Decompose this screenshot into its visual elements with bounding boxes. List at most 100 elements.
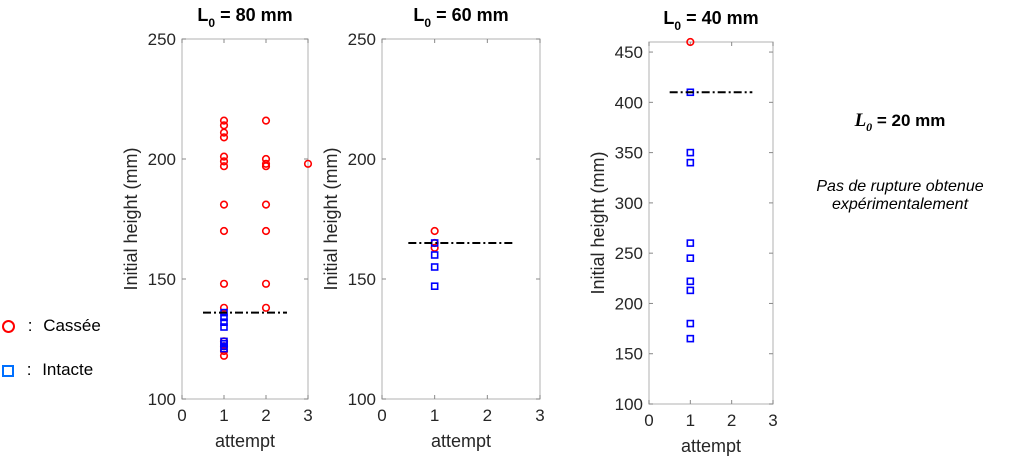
x-tick-label: 3 xyxy=(303,406,312,425)
intact-point xyxy=(430,251,439,259)
intact-point xyxy=(220,313,228,322)
x-tick-label: 2 xyxy=(727,411,736,430)
y-tick-label: 250 xyxy=(615,244,643,263)
broken-point xyxy=(219,351,229,360)
axes-box xyxy=(381,38,541,400)
broken-point xyxy=(261,303,271,312)
side-note-text: Pas de rupture obtenue expérimentalement xyxy=(790,178,1010,214)
broken-point xyxy=(219,128,229,137)
intact-point xyxy=(686,158,695,167)
intact-point xyxy=(686,148,695,157)
chart-title: L0 = 40 mm xyxy=(663,8,758,33)
chart-title-main: L xyxy=(197,5,208,25)
y-tick-label: 250 xyxy=(348,30,376,49)
chart-1: 0 1 2 3 100 150 200 250 attempt Initial height (m… xyxy=(121,5,313,451)
side-note-line2: expérimentalement xyxy=(831,196,969,213)
chart-3: 0 1 2 3 100 150 200 250 300 350 400 450 attempt Initi… xyxy=(588,8,778,456)
side-note-title-rest: = 20 mm xyxy=(872,111,946,130)
broken-point xyxy=(219,279,229,288)
broken-point xyxy=(219,162,229,171)
side-note-title: L0 = 20 mm xyxy=(800,110,1000,135)
square-marker-icon xyxy=(2,364,14,377)
broken-point xyxy=(219,303,229,312)
y-tick-label: 100 xyxy=(348,390,376,409)
side-note-title-main: L xyxy=(854,110,867,131)
y-axis-label: Initial height (mm) xyxy=(321,147,341,290)
legend-item-broken: : Cassée xyxy=(2,316,101,336)
intact-point xyxy=(686,239,695,247)
x-tick-label: 0 xyxy=(177,406,186,425)
x-axis-label: attempt xyxy=(431,431,491,451)
intact-point xyxy=(686,286,695,295)
intact-point xyxy=(430,282,439,291)
intact-point xyxy=(220,318,228,327)
chart-title: L0 = 80 mm xyxy=(197,5,292,30)
chart-title-sub: 0 xyxy=(424,16,431,30)
x-axis-label: attempt xyxy=(681,436,741,456)
x-tick-label: 2 xyxy=(261,406,270,425)
broken-point xyxy=(261,162,271,171)
x-tick-label: 3 xyxy=(768,411,777,430)
legend-separator: : xyxy=(27,316,33,335)
legend-label-intact: Intacte xyxy=(42,360,94,379)
y-tick-label: 150 xyxy=(348,270,376,289)
y-tick-label: 200 xyxy=(148,150,176,169)
side-note-title-sub: 0 xyxy=(866,119,873,134)
broken-point xyxy=(219,226,229,236)
broken-point xyxy=(303,159,313,168)
broken-point xyxy=(219,133,229,142)
chart-title-rest: = 40 mm xyxy=(681,8,759,28)
broken-point xyxy=(261,226,271,236)
broken-point xyxy=(261,279,271,288)
broken-point xyxy=(430,226,439,236)
legend-item-intact: : Intacte xyxy=(2,360,93,380)
chart-title-main: L xyxy=(413,5,424,25)
legend-separator: : xyxy=(26,360,32,379)
y-tick-label: 450 xyxy=(615,43,643,62)
circle-marker-icon xyxy=(2,320,15,334)
intact-point xyxy=(686,254,695,262)
broken-point xyxy=(686,37,695,47)
x-tick-label: 0 xyxy=(377,406,386,425)
y-tick-label: 300 xyxy=(615,194,643,213)
x-tick-label: 0 xyxy=(644,411,653,430)
broken-point xyxy=(219,157,229,166)
y-axis-label: Initial height (mm) xyxy=(588,151,608,294)
x-axis-label: attempt xyxy=(215,431,275,451)
axes-box xyxy=(648,41,774,405)
intact-point xyxy=(430,263,439,271)
x-tick-label: 1 xyxy=(219,406,228,425)
y-tick-label: 200 xyxy=(348,150,376,169)
chart-title-sub: 0 xyxy=(208,16,215,30)
y-tick-label: 400 xyxy=(615,93,643,112)
chart-title-rest: = 80 mm xyxy=(215,5,293,25)
y-tick-label: 350 xyxy=(615,144,643,163)
y-axis-label: Initial height (mm) xyxy=(121,147,141,290)
axes-box xyxy=(181,38,309,400)
chart-title: L0 = 60 mm xyxy=(413,5,508,30)
chart-title-rest: = 60 mm xyxy=(431,5,509,25)
broken-point xyxy=(219,152,229,161)
intact-point xyxy=(220,344,228,353)
side-note-line1: Pas de rupture obtenue xyxy=(816,178,984,195)
y-tick-label: 150 xyxy=(148,270,176,289)
chart-title-sub: 0 xyxy=(674,19,681,33)
x-tick-label: 3 xyxy=(535,406,544,425)
chart-title-main: L xyxy=(663,8,674,28)
broken-point xyxy=(430,243,439,252)
y-tick-label: 200 xyxy=(615,294,643,313)
broken-point xyxy=(261,200,271,209)
broken-point xyxy=(219,200,229,209)
x-tick-label: 2 xyxy=(483,406,492,425)
y-tick-label: 100 xyxy=(148,390,176,409)
broken-point xyxy=(261,116,271,125)
intact-point xyxy=(220,323,228,331)
x-tick-label: 1 xyxy=(686,411,695,430)
y-tick-label: 100 xyxy=(615,395,643,414)
legend-label-broken: Cassée xyxy=(43,316,101,335)
intact-point xyxy=(686,277,695,286)
y-tick-label: 150 xyxy=(615,345,643,364)
chart-2: 0 1 2 3 100 150 200 250 attempt Initial height (m… xyxy=(321,5,545,451)
broken-point xyxy=(219,116,229,125)
